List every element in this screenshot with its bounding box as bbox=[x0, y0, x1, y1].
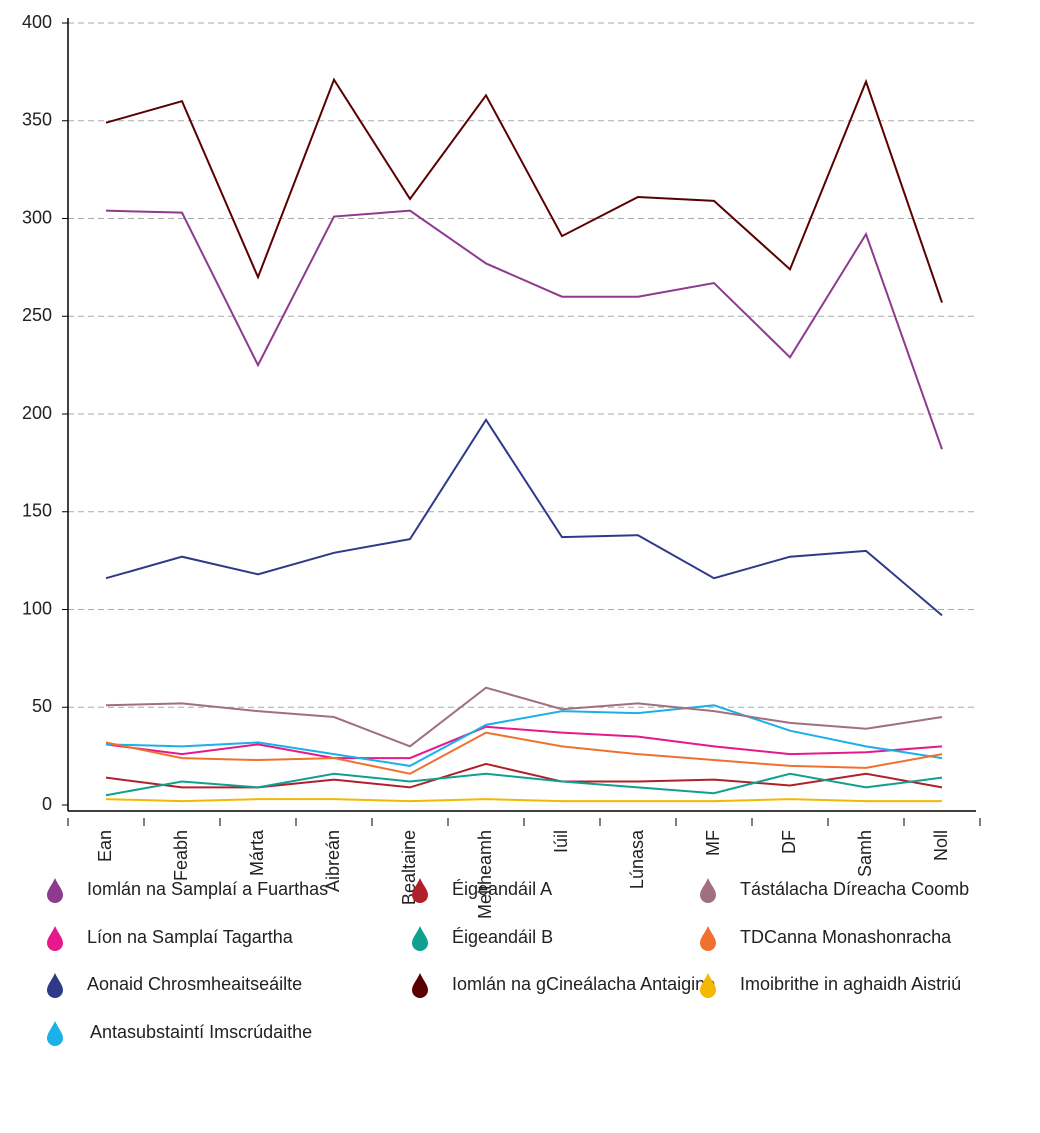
legend-label: Iomlán na gCineálacha Antaigine bbox=[452, 974, 715, 994]
x-tick-label: Samh bbox=[855, 830, 875, 877]
legend-icon bbox=[700, 878, 716, 903]
x-tick-label: Noll bbox=[931, 830, 951, 861]
y-tick-label: 250 bbox=[22, 305, 52, 325]
legend-icon bbox=[47, 1021, 63, 1046]
legend-icon bbox=[412, 878, 428, 903]
legend-label: Éigeandáil A bbox=[452, 879, 552, 899]
legend-icon bbox=[47, 973, 63, 998]
legend-icon bbox=[700, 973, 716, 998]
legend-icon bbox=[412, 973, 428, 998]
y-tick-label: 200 bbox=[22, 403, 52, 423]
x-tick-label: Meitheamh bbox=[475, 830, 495, 919]
series-line bbox=[105, 725, 943, 760]
x-tick-label: Feabh bbox=[171, 830, 191, 881]
x-tick-label: Iúil bbox=[551, 830, 571, 853]
series-line bbox=[105, 704, 943, 767]
x-tick-label: Bealtaine bbox=[399, 830, 419, 905]
y-tick-label: 50 bbox=[32, 696, 52, 716]
y-tick-label: 400 bbox=[22, 12, 52, 32]
y-tick-label: 350 bbox=[22, 110, 52, 130]
series-line bbox=[105, 772, 943, 797]
legend-label: Éigeandáil B bbox=[452, 927, 553, 947]
y-tick-label: 150 bbox=[22, 501, 52, 521]
series-line bbox=[105, 686, 943, 748]
series-line bbox=[105, 418, 943, 617]
legend-label: Líon na Samplaí Tagartha bbox=[87, 927, 294, 947]
x-tick-label: Lúnasa bbox=[627, 829, 647, 889]
legend-label: Imoibrithe in aghaidh Aistriú bbox=[740, 974, 961, 994]
legend-label: Aonaid Chrosmheaitseáilte bbox=[87, 974, 302, 994]
x-tick-label: DF bbox=[779, 830, 799, 854]
series-line bbox=[105, 209, 943, 450]
y-tick-label: 100 bbox=[22, 598, 52, 618]
legend-label: Tástálacha Díreacha Coomb bbox=[740, 879, 969, 899]
legend-label: Antasubstaintí Imscrúdaithe bbox=[90, 1022, 312, 1042]
legend-label: Iomlán na Samplaí a Fuarthas bbox=[87, 879, 328, 899]
legend-icon bbox=[47, 926, 63, 951]
series-line bbox=[105, 77, 943, 303]
legend-icon bbox=[47, 878, 63, 903]
series-line bbox=[105, 798, 942, 803]
x-tick-label: Ean bbox=[95, 830, 115, 862]
y-tick-label: 300 bbox=[22, 207, 52, 227]
x-tick-label: Márta bbox=[247, 829, 267, 876]
legend-label: TDCanna Monashonracha bbox=[740, 927, 952, 947]
x-tick-label: MF bbox=[703, 830, 723, 856]
x-tick-label: Aibreán bbox=[323, 830, 343, 892]
series-line bbox=[105, 731, 943, 775]
y-tick-label: 0 bbox=[42, 794, 52, 814]
legend-icon bbox=[412, 926, 428, 951]
legend-icon bbox=[700, 926, 716, 951]
